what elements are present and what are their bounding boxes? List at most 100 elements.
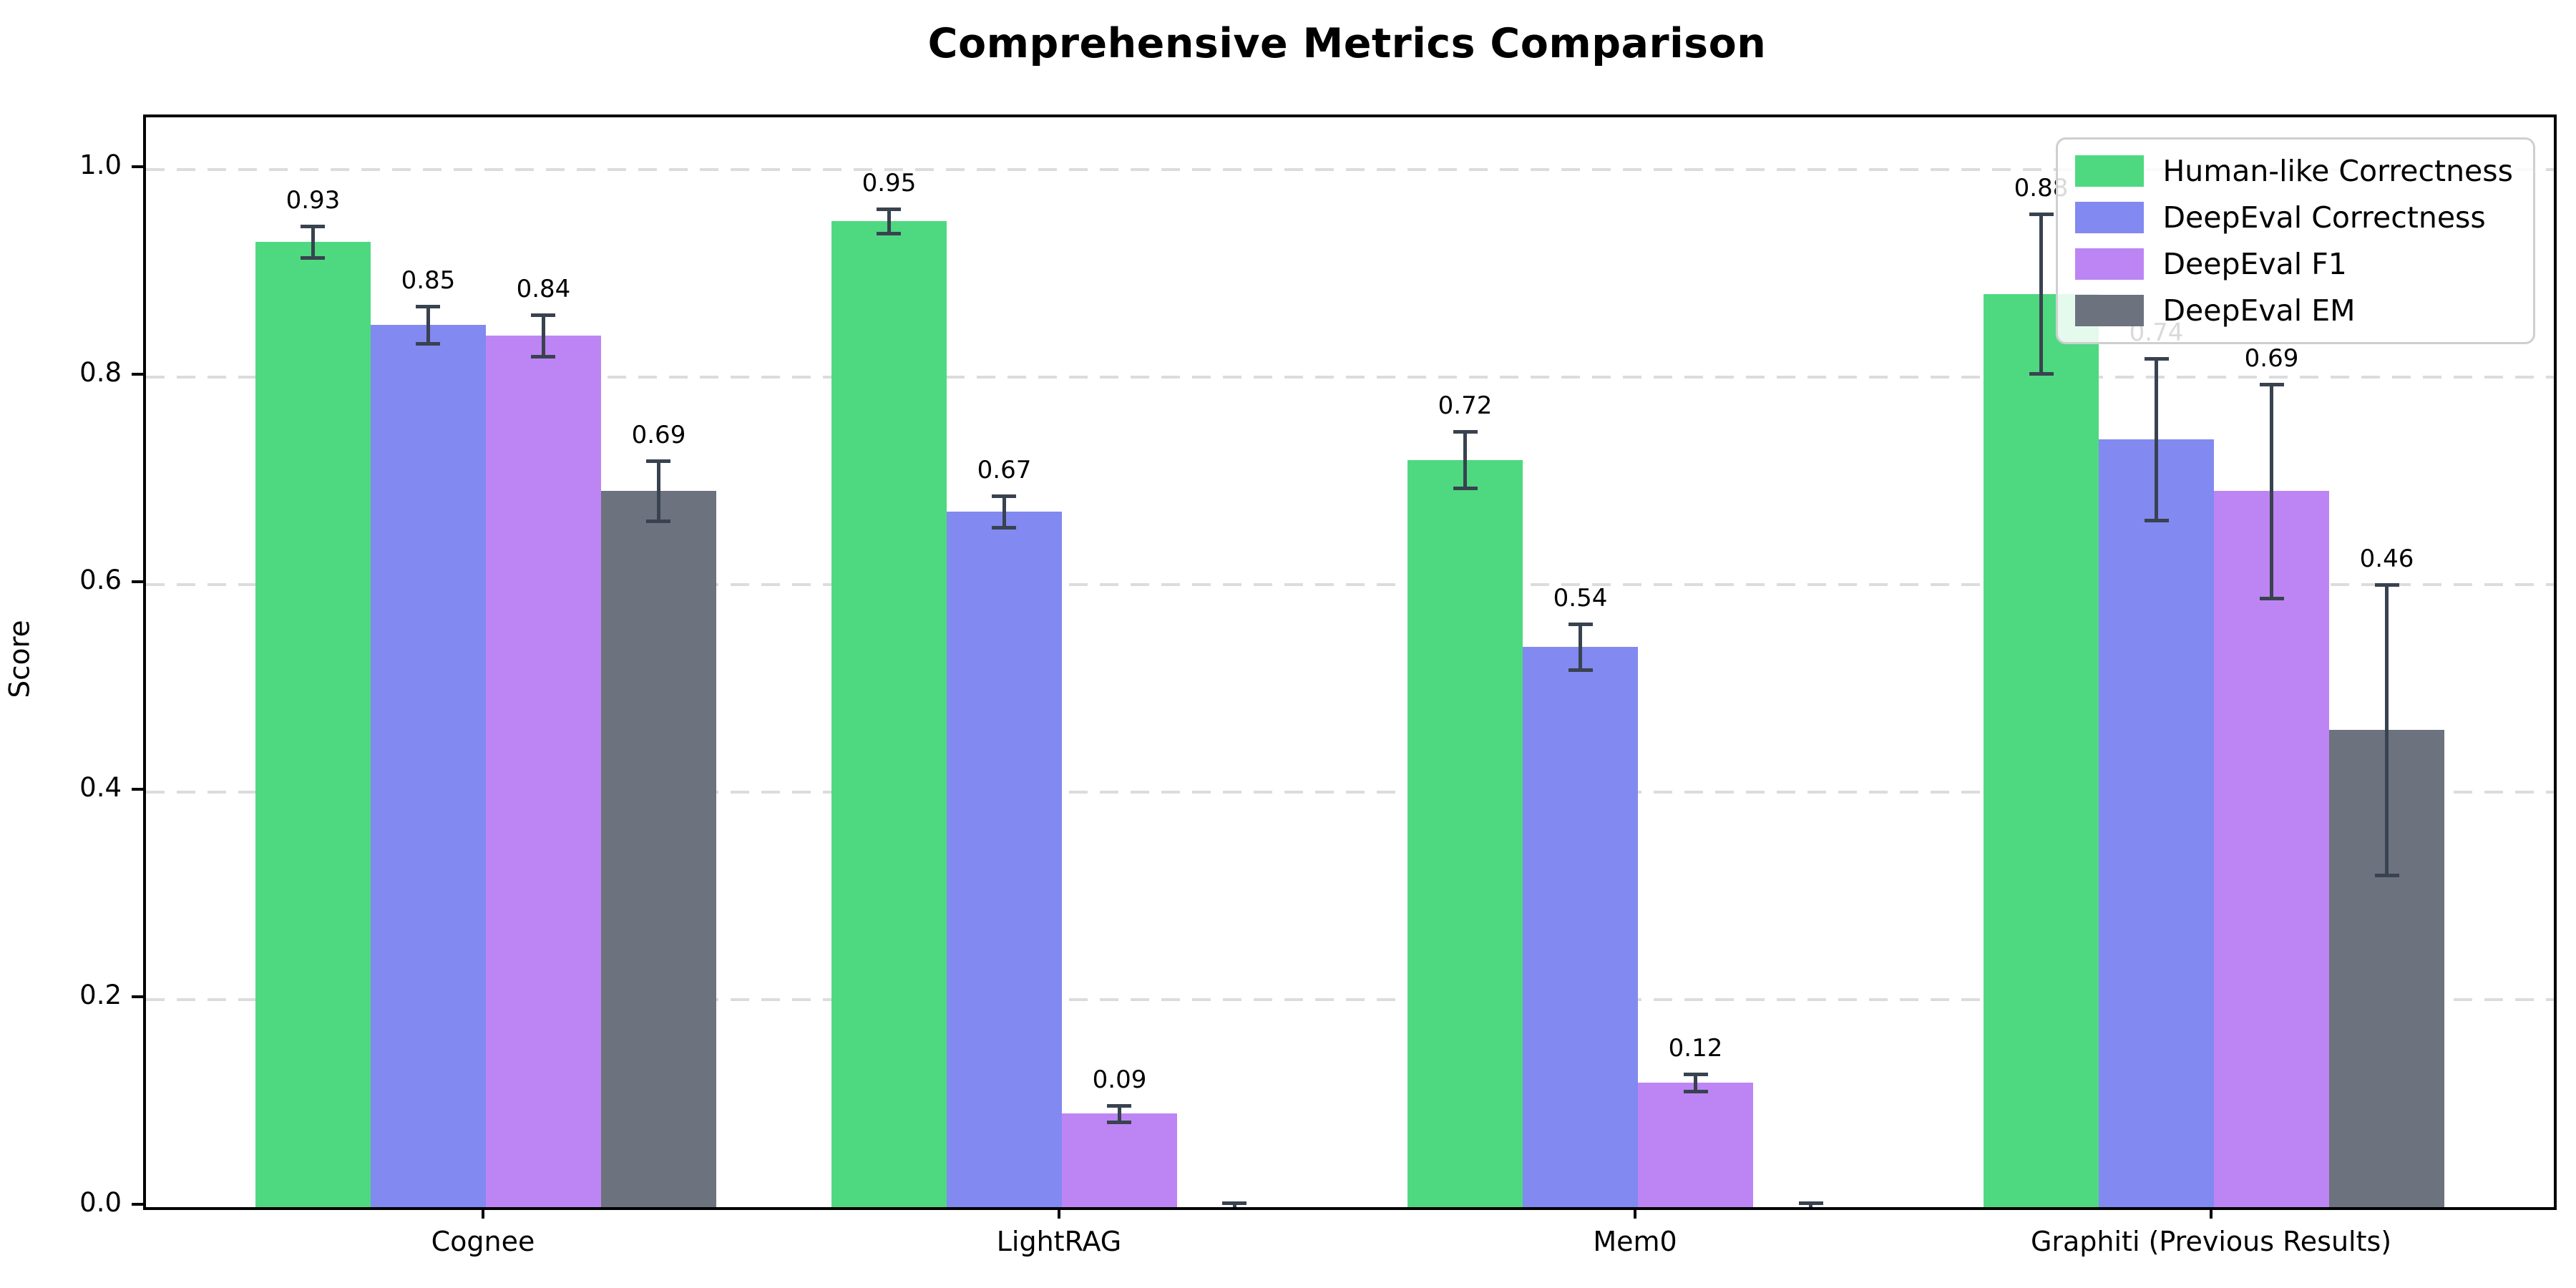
bar-value-label: 0.67 <box>977 456 1032 485</box>
error-bar <box>2385 584 2389 875</box>
error-bar-cap-top <box>1222 1201 1247 1206</box>
bar <box>1523 646 1638 1207</box>
legend-swatch <box>2075 202 2145 233</box>
y-tick-label: 0.8 <box>79 356 122 388</box>
bar <box>255 242 371 1207</box>
y-tick-mark <box>132 995 143 998</box>
bar-value-label: 0.93 <box>286 186 341 215</box>
y-tick-mark <box>132 372 143 376</box>
y-tick-mark <box>132 165 143 168</box>
legend-swatch <box>2075 248 2145 280</box>
bar <box>946 512 1062 1207</box>
error-bar-cap-top <box>646 459 671 464</box>
error-bar <box>2155 358 2159 520</box>
bar-value-label: 0.69 <box>2244 343 2299 373</box>
legend: Human-like Correctness DeepEval Correctne… <box>2056 137 2535 344</box>
error-bar-cap-top <box>416 304 441 308</box>
error-bar-cap-bottom <box>1568 668 1593 672</box>
bar <box>2214 491 2330 1207</box>
error-bar-cap-top <box>1683 1073 1708 1077</box>
bar <box>485 335 601 1207</box>
x-tick-label: Mem0 <box>1593 1226 1677 1257</box>
error-bar <box>2039 213 2044 374</box>
error-bar-cap-bottom <box>2029 372 2054 376</box>
error-bar-cap-bottom <box>1683 1089 1708 1093</box>
legend-label: DeepEval EM <box>2162 293 2356 328</box>
error-bar-cap-bottom <box>531 354 556 358</box>
bar-value-label: 0.85 <box>401 265 456 295</box>
legend-item: DeepEval Correctness <box>2075 200 2513 235</box>
bar <box>370 325 486 1207</box>
error-bar-cap-top <box>877 207 902 211</box>
bar-value-label: 0.95 <box>862 168 917 197</box>
bar <box>1061 1113 1177 1207</box>
error-bar-cap-top <box>2029 212 2054 216</box>
bar <box>600 491 716 1207</box>
error-bar <box>1694 1074 1697 1091</box>
legend-label: DeepEval F1 <box>2162 247 2347 281</box>
error-bar-cap-bottom <box>646 519 671 524</box>
bar <box>831 221 947 1207</box>
error-bar-cap-bottom <box>301 255 326 260</box>
error-bar-cap-bottom <box>877 232 902 236</box>
y-tick-mark <box>132 787 143 791</box>
error-bar <box>541 314 545 356</box>
x-tick-mark <box>481 1207 484 1219</box>
error-bar-cap-bottom <box>992 525 1017 530</box>
error-bar <box>656 461 660 522</box>
error-bar <box>1463 431 1467 488</box>
bar-value-label: 0.54 <box>1553 583 1608 613</box>
error-bar-cap-bottom <box>2144 518 2169 522</box>
legend-item: Human-like Correctness <box>2075 154 2513 188</box>
error-bar <box>887 208 891 234</box>
plot-area: Human-like Correctness DeepEval Correctne… <box>143 114 2557 1210</box>
bar <box>1638 1082 1753 1207</box>
error-bar <box>2270 384 2274 598</box>
legend-label: Human-like Correctness <box>2162 154 2513 188</box>
gridline <box>146 167 2554 171</box>
legend-swatch <box>2075 155 2145 187</box>
error-bar-cap-top <box>301 225 326 229</box>
legend-item: DeepEval EM <box>2075 293 2513 328</box>
x-tick-label: LightRAG <box>996 1226 1122 1257</box>
x-tick-mark <box>1057 1207 1060 1219</box>
error-bar-cap-bottom <box>2259 596 2284 600</box>
gridline <box>146 582 2554 586</box>
legend-item: DeepEval F1 <box>2075 247 2513 281</box>
error-bar-cap-top <box>2144 356 2169 361</box>
y-tick-label: 0.4 <box>79 771 122 803</box>
bar-value-label: 0.84 <box>516 274 571 303</box>
bar-value-label: 0.12 <box>1668 1034 1723 1063</box>
y-axis-title: Score <box>4 620 36 698</box>
bar <box>1984 293 2099 1207</box>
bar <box>2099 439 2215 1207</box>
y-tick-label: 0.0 <box>79 1187 122 1218</box>
error-bar <box>311 226 315 258</box>
x-tick-mark <box>1634 1207 1636 1219</box>
error-bar <box>1579 623 1582 670</box>
bar-value-label: 0.72 <box>1438 391 1493 421</box>
y-tick-mark <box>132 580 143 583</box>
y-tick-label: 0.6 <box>79 564 122 595</box>
gridline <box>146 997 2554 1001</box>
error-bar <box>1117 1105 1121 1123</box>
legend-label: DeepEval Correctness <box>2162 200 2486 235</box>
x-tick-label: Cognee <box>431 1226 535 1257</box>
error-bar-cap-bottom <box>416 342 441 346</box>
x-tick-mark <box>2210 1207 2213 1219</box>
error-bar-cap-top <box>1453 430 1478 434</box>
error-bar-cap-top <box>2374 582 2399 587</box>
error-bar-cap-top <box>1107 1103 1132 1108</box>
error-bar-cap-top <box>1798 1201 1823 1206</box>
error-bar-cap-top <box>2259 382 2284 386</box>
error-bar <box>1002 496 1006 527</box>
error-bar-cap-top <box>992 494 1017 499</box>
bar-value-label: 0.69 <box>631 421 686 450</box>
bar-value-label: 0.09 <box>1092 1065 1147 1094</box>
gridline <box>146 375 2554 379</box>
y-tick-label: 1.0 <box>79 149 122 180</box>
legend-swatch <box>2075 295 2145 326</box>
error-bar-cap-top <box>1568 622 1593 626</box>
bar-value-label: 0.46 <box>2359 544 2414 573</box>
